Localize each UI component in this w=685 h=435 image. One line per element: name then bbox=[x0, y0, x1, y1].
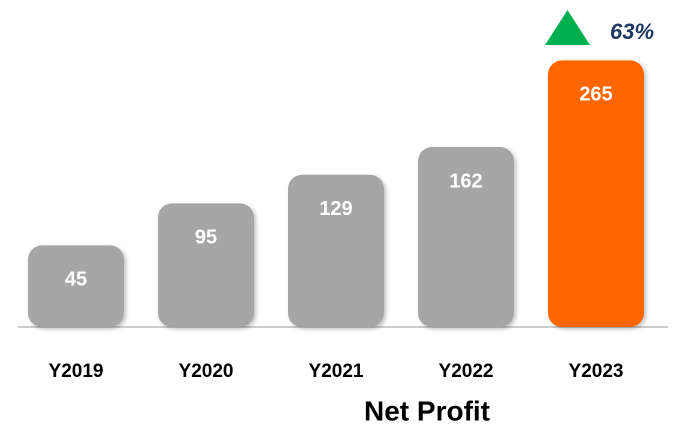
bar bbox=[158, 203, 254, 327]
value-label: 129 bbox=[319, 198, 352, 220]
value-label: 162 bbox=[449, 170, 482, 192]
x-tick-label: Y2022 bbox=[439, 361, 494, 382]
bar bbox=[548, 60, 644, 327]
x-tick-label: Y2021 bbox=[309, 361, 364, 382]
x-tick-label: Y2019 bbox=[49, 361, 104, 382]
x-tick-label: Y2023 bbox=[569, 361, 624, 382]
value-label: 265 bbox=[579, 84, 612, 106]
bar bbox=[28, 245, 124, 327]
bar bbox=[288, 174, 384, 327]
annotation-arrow bbox=[545, 10, 590, 45]
chart-title: Net Profit bbox=[364, 395, 490, 426]
x-tick-label: Y2020 bbox=[179, 361, 234, 382]
value-label: 95 bbox=[195, 227, 217, 249]
annotation: 63% bbox=[610, 19, 654, 44]
bar bbox=[418, 147, 514, 327]
value-label: 45 bbox=[65, 269, 87, 291]
